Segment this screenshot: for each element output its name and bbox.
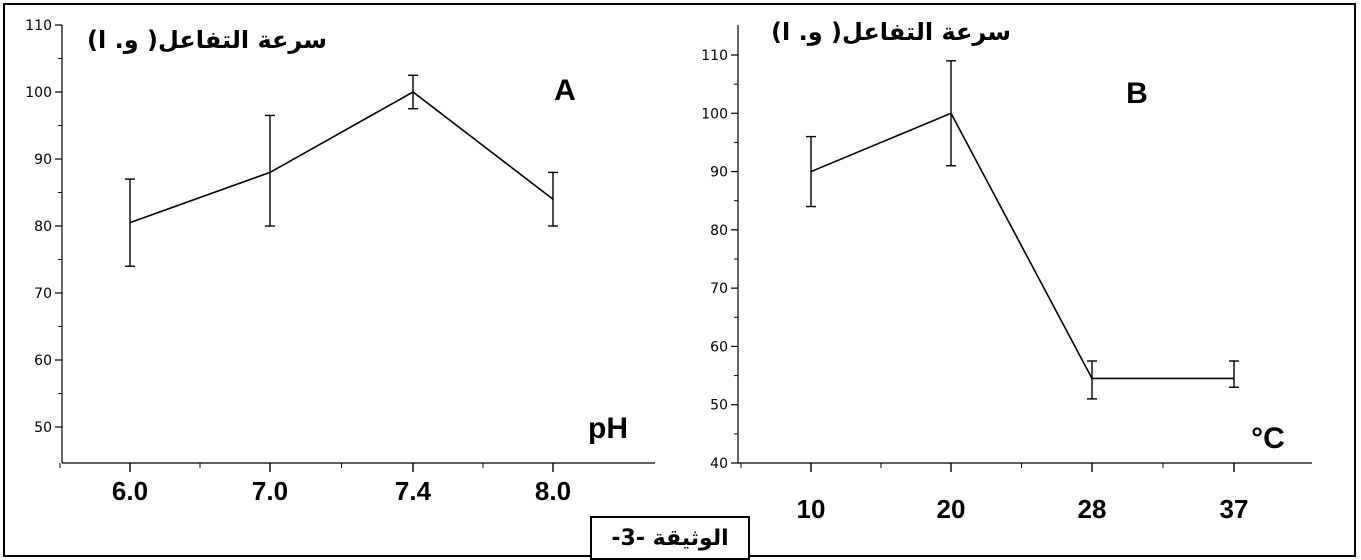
error-bar	[1087, 360, 1097, 400]
y-tick-label: 110	[25, 18, 52, 34]
y-tick-label: 40	[710, 456, 728, 472]
y-axis-label: سرعة التفاعل( و. ا)	[771, 18, 1011, 46]
x-axis-label: pH	[588, 412, 628, 445]
panel-label: A	[554, 74, 576, 107]
series-line	[129, 91, 554, 224]
document-label: الوثيقة -3-	[611, 525, 729, 551]
y-axis-label: سرعة التفاعل( و. ا)	[87, 26, 327, 54]
panel-label: B	[1126, 77, 1148, 110]
y-tick-label: 50	[34, 420, 52, 436]
x-tick-label: 37	[1220, 494, 1249, 524]
y-tick-label: 100	[701, 106, 728, 122]
x-tick-label: 7.4	[395, 476, 432, 506]
y-tick-label: 90	[34, 152, 52, 168]
x-axis-label: °C	[1251, 422, 1285, 455]
y-tick-label: 110	[701, 48, 728, 64]
x-tick-label: 8.0	[535, 476, 571, 506]
y-tick-label: 80	[710, 223, 728, 239]
chart-panel-b: 40 50 60 70 80 90 100 110 10 20 28 37 B °C سرعة التفاع…	[701, 18, 1312, 524]
x-tick-label: 20	[937, 494, 966, 524]
x-tick-label: 7.0	[252, 476, 288, 506]
error-bar	[265, 114, 275, 227]
error-bar	[1229, 360, 1239, 388]
x-tick-label: 10	[797, 494, 826, 524]
document-label-box: الوثيقة -3-	[590, 516, 750, 560]
chart-panel-a: 50 60 70 80 90 100 110 6.0 7.0 7.4 8.0 ApH سرعة التف…	[25, 18, 655, 506]
series-line	[810, 112, 1234, 380]
x-tick-label: 6.0	[112, 476, 148, 506]
y-tick-label: 60	[34, 353, 52, 369]
y-tick-label: 60	[710, 339, 728, 355]
y-tick-label: 70	[710, 281, 728, 297]
y-tick-label: 100	[25, 85, 52, 101]
x-tick-label: 28	[1078, 494, 1107, 524]
y-tick-label: 90	[710, 165, 728, 181]
y-tick-label: 50	[710, 398, 728, 414]
y-tick-label: 70	[34, 286, 52, 302]
y-tick-label: 80	[34, 219, 52, 235]
